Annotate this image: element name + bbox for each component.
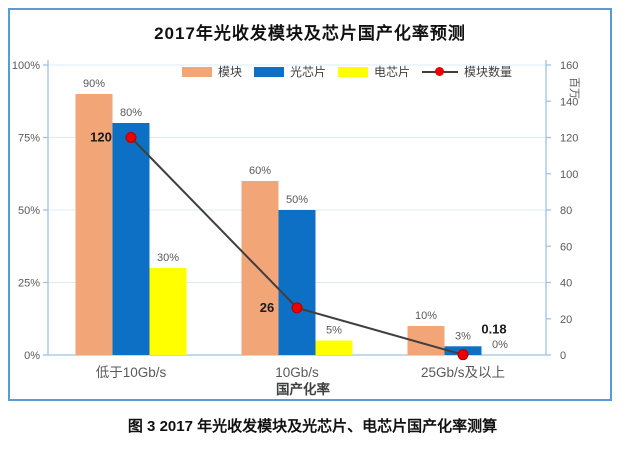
legend-swatch-optical-chip	[254, 66, 285, 77]
left-axis-tick-label: 50%	[18, 205, 40, 217]
chart-canvas: 0% 25% 50% 75% 100% 0 20 40 60 80 100 120 140 160 百万 90…	[12, 60, 580, 397]
bar-label-optical-chip: 80%	[120, 107, 142, 119]
right-axis-tick-label: 140	[560, 96, 578, 108]
left-axis-tick-label: 75%	[18, 133, 40, 145]
bar-electrical-chip	[315, 340, 353, 355]
bar-optical-chip	[112, 123, 150, 355]
right-axis-tick-label: 60	[560, 241, 572, 253]
legend-line-marker	[435, 66, 445, 76]
bar-label-module: 60%	[249, 165, 271, 177]
left-axis-tick-label: 0%	[24, 350, 40, 362]
left-axis-tick-label: 100%	[12, 60, 40, 72]
right-axis-tick-label: 100	[560, 169, 578, 181]
legend-label-optical-chip: 光芯片	[290, 65, 327, 79]
chart-title: 2017年光收发模块及芯片国产化率预测	[154, 24, 466, 43]
right-axis-tick-label: 40	[560, 278, 572, 290]
legend-swatch-electrical-chip	[338, 66, 369, 77]
bar-label-electrical-chip: 30%	[157, 252, 179, 264]
bar-label-optical-chip: 50%	[286, 194, 308, 206]
category-label: 10Gb/s	[275, 365, 319, 380]
legend-item-optical-chip: 光芯片	[254, 63, 326, 80]
bar-module	[241, 181, 279, 355]
right-axis-tick-label: 160	[560, 60, 578, 72]
right-axis-tick-label: 120	[560, 133, 578, 145]
bar-optical-chip	[278, 210, 316, 355]
legend-swatch-module	[182, 66, 212, 77]
line-label-module-count: 26	[260, 300, 274, 315]
bar-electrical-chip	[149, 268, 187, 355]
legend-item-electrical-chip: 电芯片	[338, 63, 410, 80]
category-label: 低于10Gb/s	[96, 365, 167, 380]
figure-caption: 图 3 2017 年光收发模块及光芯片、电芯片国产化率测算	[127, 418, 498, 435]
bar-label-electrical-chip: 0%	[492, 339, 508, 351]
line-marker-module-count	[457, 349, 469, 361]
right-axis-tick-label: 20	[560, 314, 572, 326]
line-label-module-count: 120	[90, 130, 112, 145]
line-marker-module-count	[291, 302, 303, 314]
bar-label-electrical-chip: 5%	[326, 325, 342, 337]
right-axis-title: 百万	[568, 77, 580, 99]
chart-frame: 2017年光收发模块及芯片国产化率预测 模块 光芯片 电芯片 模块数量 0% 25% 50…	[8, 8, 612, 401]
bar-label-module: 10%	[415, 310, 437, 322]
legend-label-electrical-chip: 电芯片	[374, 65, 411, 79]
legend-item-module: 模块	[182, 63, 242, 80]
category-label: 25Gb/s及以上	[421, 365, 505, 380]
legend-line-swatch-module-count	[422, 66, 459, 77]
bar-module	[75, 94, 113, 355]
bar-label-optical-chip: 3%	[455, 330, 471, 342]
right-axis-tick-label: 80	[560, 205, 572, 217]
line-label-module-count: 0.18	[481, 322, 506, 337]
right-axis-tick-label: 0	[560, 350, 566, 362]
left-axis-tick-label: 25%	[18, 278, 40, 290]
legend-label-module: 模块	[218, 65, 243, 79]
legend-item-module-count: 模块数量	[422, 63, 512, 80]
x-axis-title: 国产化率	[276, 381, 330, 397]
line-marker-module-count	[125, 132, 137, 143]
legend-label-module-count: 模块数量	[464, 65, 513, 79]
chart-legend: 模块 光芯片 电芯片 模块数量	[182, 63, 512, 80]
bar-label-module: 90%	[83, 78, 105, 90]
